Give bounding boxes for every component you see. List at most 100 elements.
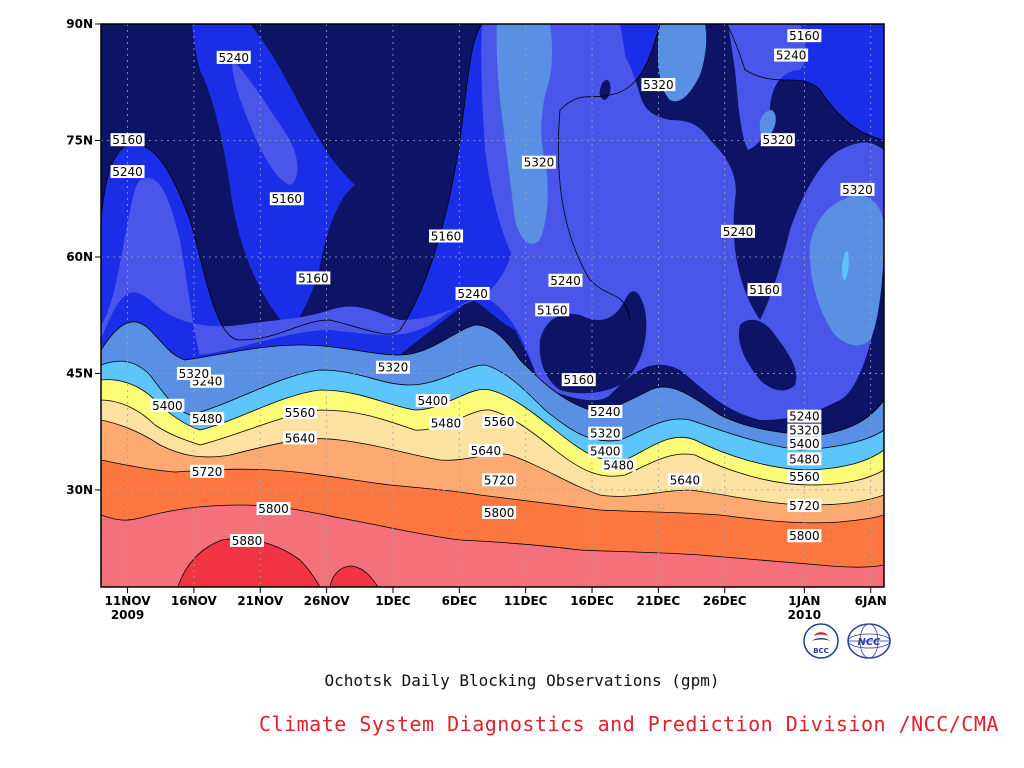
contour-label-text: 5400 bbox=[789, 437, 820, 451]
x-tick-label: 16NOV bbox=[171, 594, 218, 608]
contour-label: 5320 bbox=[641, 78, 676, 92]
contour-label-text: 5240 bbox=[112, 165, 143, 179]
contour-label-box bbox=[482, 473, 517, 487]
x-tick-label: 26NOV bbox=[304, 594, 351, 608]
contour-label: 5720 bbox=[190, 464, 225, 479]
contour-label: 5720 bbox=[787, 498, 822, 513]
contour-label-box bbox=[229, 533, 264, 547]
x-tick-label: 11NOV bbox=[105, 594, 152, 608]
chart-title: Ochotsk Daily Blocking Observations (gpm… bbox=[324, 671, 720, 690]
contour-label-text: 5240 bbox=[218, 51, 249, 65]
contour-label-box bbox=[482, 505, 517, 519]
contour-label: 5320 bbox=[521, 155, 556, 170]
contour-label-box bbox=[548, 273, 583, 287]
bcc-logo: BCC bbox=[802, 622, 840, 660]
contour-label-box bbox=[787, 423, 822, 437]
contour-label-text: 5160 bbox=[298, 271, 329, 285]
x-tick-label: 21DEC bbox=[637, 594, 681, 608]
contour-label-text: 5720 bbox=[484, 473, 515, 487]
contour-line-5240 bbox=[101, 321, 884, 436]
ncc-logo-text: NCC bbox=[857, 637, 881, 648]
contour-label: 5160 bbox=[296, 271, 331, 285]
contour-label-box bbox=[429, 416, 464, 430]
contour-label-text: 5240 bbox=[457, 287, 488, 301]
contour-label-text: 5640 bbox=[670, 473, 701, 487]
contour-line-5720 bbox=[101, 504, 884, 568]
band-above-5880 bbox=[178, 538, 378, 587]
x-tick-label: 6JAN bbox=[855, 594, 887, 608]
contour-label: 5800 bbox=[787, 529, 822, 543]
contour-label: 5800 bbox=[256, 502, 291, 516]
band-5160-5240 bbox=[101, 24, 884, 587]
y-tick-label: 45N bbox=[66, 366, 93, 380]
contour-label-box bbox=[787, 498, 822, 512]
contour-label-box bbox=[588, 404, 623, 418]
y-tick-label: 60N bbox=[66, 250, 93, 264]
contour-label-text: 5320 bbox=[763, 133, 794, 147]
contour-label-text: 5160 bbox=[749, 283, 780, 297]
contour-label: 5720 bbox=[482, 473, 517, 487]
contour-line-5320 bbox=[101, 360, 884, 451]
contour-label: 5640 bbox=[667, 473, 702, 487]
contour-label: 5240 bbox=[548, 273, 583, 288]
contour-label: 5320 bbox=[787, 423, 822, 438]
contour-label: 5480 bbox=[190, 411, 225, 426]
contour-label-box bbox=[283, 405, 318, 419]
y-tick-label: 30N bbox=[66, 483, 93, 497]
contour-label: 5320 bbox=[840, 182, 875, 197]
contour-label-text: 5320 bbox=[643, 78, 674, 92]
ncc-logo: NCC bbox=[846, 622, 891, 660]
contour-label-text: 5160 bbox=[789, 29, 820, 43]
contour-label-text: 5800 bbox=[484, 506, 515, 520]
contour-label-box bbox=[760, 133, 795, 147]
contour-label-box bbox=[787, 470, 822, 484]
contour-label: 5240 bbox=[787, 409, 822, 424]
contour-label: 5240 bbox=[110, 165, 145, 179]
contour-label-text: 5320 bbox=[842, 183, 873, 197]
contour-label-box bbox=[774, 48, 809, 62]
contour-label-text: 5800 bbox=[789, 529, 820, 543]
contour-label-box bbox=[641, 78, 676, 92]
contour-label-box bbox=[601, 458, 636, 472]
contour-label-text: 5720 bbox=[789, 499, 820, 513]
contour-label: 5480 bbox=[787, 452, 822, 466]
contour-label: 5480 bbox=[601, 458, 636, 473]
band-below-5160-blob bbox=[539, 291, 647, 394]
contour-label: 5320 bbox=[588, 426, 623, 441]
contour-label-text: 5160 bbox=[272, 192, 303, 206]
contour-label-box bbox=[468, 443, 503, 457]
contour-label-text: 5720 bbox=[192, 465, 223, 479]
contour-label-box bbox=[216, 50, 251, 64]
contour-label-box bbox=[535, 303, 570, 317]
band-5320-5400-dot bbox=[759, 110, 776, 137]
contour-label-box bbox=[283, 431, 318, 445]
contour-label-box bbox=[787, 409, 822, 423]
contour-label: 5240 bbox=[455, 286, 490, 301]
contour-label: 5400 bbox=[588, 444, 623, 459]
y-tick-label: 75N bbox=[66, 133, 93, 147]
contour-label-text: 5160 bbox=[537, 303, 568, 317]
contour-label-text: 5480 bbox=[431, 417, 462, 431]
contour-label-text: 5240 bbox=[550, 274, 581, 288]
contour-label: 5560 bbox=[482, 415, 517, 429]
contour-label-text: 5240 bbox=[723, 225, 754, 239]
contour-label: 5240 bbox=[774, 48, 809, 63]
x-tick-label: 16DEC bbox=[570, 594, 614, 608]
contour-label: 5160 bbox=[110, 133, 145, 147]
contour-label-box bbox=[150, 398, 185, 412]
bcc-logo-text: BCC bbox=[813, 647, 829, 655]
contour-label: 5160 bbox=[747, 283, 782, 297]
band-below-5160-blob2 bbox=[738, 319, 797, 391]
contour-label-box bbox=[588, 444, 623, 458]
x-tick-sublabel: 2010 bbox=[788, 608, 821, 622]
plot-frame bbox=[100, 23, 885, 588]
contour-label: 5240 bbox=[721, 224, 756, 239]
contour-label: 5160 bbox=[269, 192, 304, 206]
contour-label-text: 5160 bbox=[563, 373, 594, 387]
contour-label-box bbox=[190, 411, 225, 425]
contour-label-text: 5320 bbox=[590, 427, 621, 441]
contour-label-box bbox=[588, 426, 623, 440]
contour-label: 5240 bbox=[216, 50, 251, 65]
band-5240-5320-upper bbox=[232, 60, 298, 185]
